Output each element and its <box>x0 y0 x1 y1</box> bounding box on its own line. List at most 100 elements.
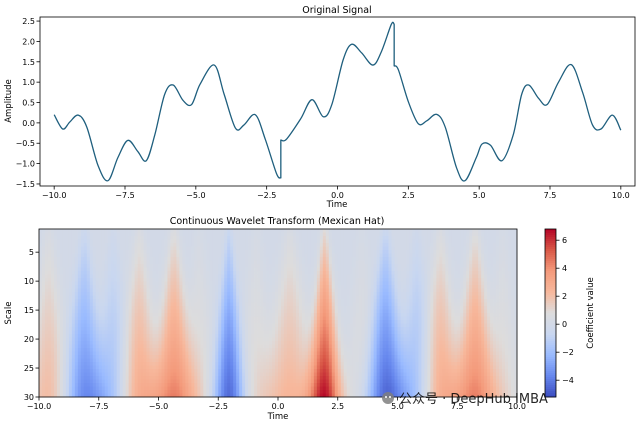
heatmap-cell <box>289 334 294 338</box>
heatmap-cell <box>113 278 118 282</box>
heatmap-cell <box>101 267 106 272</box>
heatmap-cell <box>496 288 500 293</box>
heatmap-cell <box>182 229 186 233</box>
heatmap-cell <box>140 250 144 254</box>
heatmap-cell <box>358 278 362 282</box>
heatmap-cell <box>334 250 339 254</box>
heatmap-cell <box>167 278 171 282</box>
heatmap-cell <box>74 309 79 314</box>
heatmap-cell <box>313 264 318 268</box>
heatmap-cell <box>328 323 333 328</box>
heatmap-cell <box>77 302 82 307</box>
heatmap-cell <box>47 239 52 244</box>
heatmap-cell <box>475 246 479 251</box>
heatmap-cell <box>472 274 476 279</box>
heatmap-cell <box>260 327 264 331</box>
heatmap-cell <box>71 260 76 265</box>
heatmap-cell <box>128 246 132 251</box>
heatmap-cell <box>230 327 234 331</box>
heatmap-cell <box>221 299 225 303</box>
heatmap-cell <box>385 299 389 303</box>
heatmap-cell <box>412 260 416 265</box>
heatmap-cell <box>242 306 246 310</box>
heatmap-cell <box>134 281 138 286</box>
heatmap-cell <box>212 334 216 338</box>
heatmap-cell <box>280 264 285 268</box>
heatmap-cell <box>260 299 264 303</box>
heatmap-cell <box>349 302 354 307</box>
heatmap-cell <box>508 236 512 240</box>
heatmap-cell <box>101 236 106 240</box>
heatmap-cell <box>499 246 503 251</box>
heatmap-cell <box>424 306 428 310</box>
heatmap-cell <box>292 327 297 331</box>
heatmap-cell <box>98 253 103 258</box>
heatmap-cell <box>275 243 279 247</box>
heatmap-cell <box>167 257 171 261</box>
heatmap-cell <box>415 267 419 272</box>
heatmap-cell <box>502 323 506 328</box>
heatmap-cell <box>442 274 446 279</box>
heatmap-cell <box>322 306 327 310</box>
heatmap-cell <box>367 288 371 293</box>
heatmap-cell <box>427 285 431 289</box>
heatmap-cell <box>203 295 207 300</box>
heatmap-cell <box>278 264 282 268</box>
heatmap-cell <box>179 243 183 247</box>
heatmap-cell <box>433 316 437 321</box>
heatmap-cell <box>508 229 512 233</box>
heatmap-cell <box>301 271 306 275</box>
heatmap-cell <box>233 246 237 251</box>
heatmap-cell <box>301 257 306 261</box>
heatmap-cell <box>385 250 389 254</box>
heatmap-cell <box>62 271 67 275</box>
heatmap-cell <box>167 299 171 303</box>
heatmap-cell <box>191 327 195 331</box>
heatmap-cell <box>313 232 318 237</box>
heatmap-cell <box>212 232 216 237</box>
heatmap-cell <box>400 257 404 261</box>
heatmap-cell <box>194 320 198 324</box>
heatmap-cell <box>131 246 135 251</box>
heatmap-cell <box>463 246 467 251</box>
heatmap-cell <box>418 295 422 300</box>
heatmap-cell <box>143 327 147 331</box>
heatmap-cell <box>146 313 150 317</box>
heatmap-cell <box>370 271 374 275</box>
heatmap-cell <box>155 239 159 244</box>
heatmap-cell <box>451 260 455 265</box>
heatmap-cell <box>149 295 153 300</box>
heatmap-cell <box>188 323 192 328</box>
heatmap-cell <box>298 232 303 237</box>
heatmap-cell <box>83 327 88 331</box>
heatmap-cell <box>409 274 413 279</box>
heatmap-cell <box>412 327 416 331</box>
heatmap-cell <box>382 260 386 265</box>
heatmap-cell <box>325 330 330 335</box>
heatmap-cell <box>451 264 455 268</box>
heatmap-cell <box>289 302 294 307</box>
heatmap-cell <box>89 320 94 324</box>
heatmap-cell <box>74 316 79 321</box>
heatmap-cell <box>337 250 342 254</box>
heatmap-cell <box>170 243 174 247</box>
heatmap-cell <box>319 299 324 303</box>
heatmap-cell <box>89 243 94 247</box>
heatmap-cell <box>304 306 309 310</box>
heatmap-cell <box>280 327 285 331</box>
heatmap-cell <box>50 327 55 331</box>
heatmap-cell <box>113 292 118 296</box>
heatmap-cell <box>505 274 509 279</box>
heatmap-cell <box>56 295 61 300</box>
heatmap-cell <box>104 246 109 251</box>
heatmap-cell <box>511 281 515 286</box>
heatmap-cell <box>86 320 91 324</box>
heatmap-cell <box>463 264 467 268</box>
heatmap-cell <box>304 292 309 296</box>
heatmap-cell <box>248 253 252 258</box>
heatmap-cell <box>269 281 273 286</box>
heatmap-cell <box>352 330 357 335</box>
heatmap-cell <box>286 246 291 251</box>
heatmap-cell <box>62 253 67 258</box>
heatmap-cell <box>298 274 303 279</box>
